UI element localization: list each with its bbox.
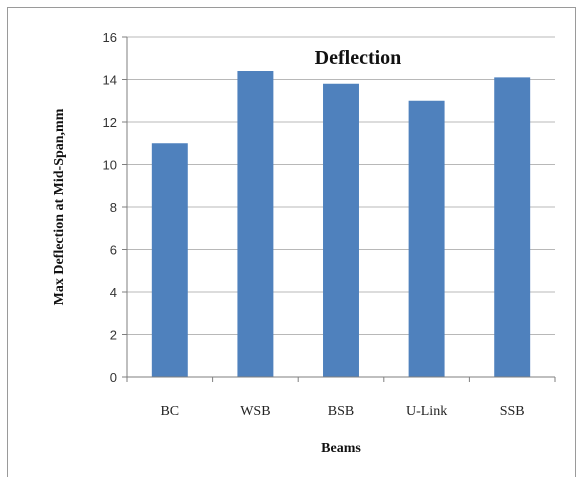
x-axis-label: Beams xyxy=(321,441,361,456)
bar-ssb xyxy=(494,77,531,377)
y-tick-label: 14 xyxy=(103,73,117,88)
y-tick-label: 6 xyxy=(110,243,117,258)
axes xyxy=(122,36,556,382)
x-tick-label: U-Link xyxy=(406,404,447,419)
bar-u-link xyxy=(408,100,445,377)
y-tick-label: 8 xyxy=(110,200,117,215)
y-tick-label: 12 xyxy=(103,115,117,130)
y-tick-label: 2 xyxy=(110,328,117,343)
x-tick-label: WSB xyxy=(240,404,270,419)
labels: 0 2 4 6 8 10 12 14 16 BC WSB BSB U-Link SSB xyxy=(103,30,525,419)
x-tick-label: BSB xyxy=(328,404,354,419)
chart-title: Deflection xyxy=(315,47,402,69)
chart-frame xyxy=(7,7,576,477)
bars xyxy=(151,71,531,377)
y-tick-label: 4 xyxy=(110,285,117,300)
bar-wsb xyxy=(237,71,274,377)
x-tick-label: SSB xyxy=(500,404,525,419)
bar-bc xyxy=(151,143,188,377)
y-tick-label: 16 xyxy=(103,30,117,45)
bar-bsb xyxy=(323,83,359,377)
x-tick-label: BC xyxy=(160,404,179,419)
y-axis-label: Max Deflection at Mid-Span,mm xyxy=(52,108,67,305)
y-tick-label: 0 xyxy=(110,370,117,385)
y-tick-label: 10 xyxy=(103,158,117,173)
